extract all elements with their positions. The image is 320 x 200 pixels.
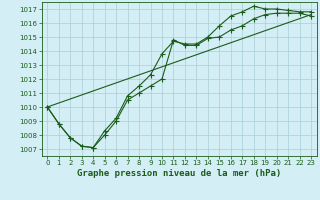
- X-axis label: Graphe pression niveau de la mer (hPa): Graphe pression niveau de la mer (hPa): [77, 169, 281, 178]
